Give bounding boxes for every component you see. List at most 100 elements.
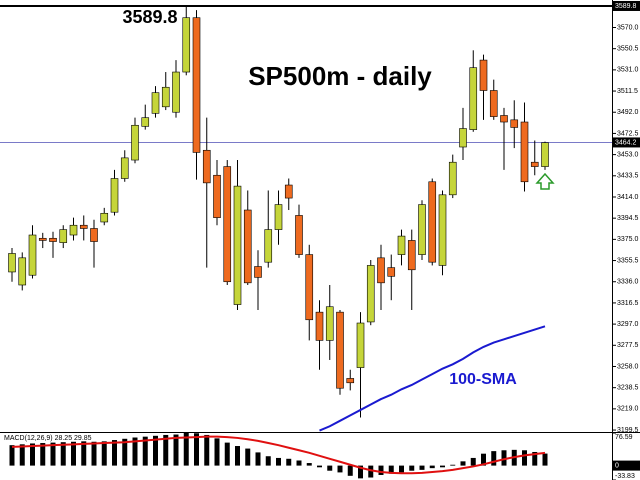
arrow-icon xyxy=(535,172,555,190)
histogram-bar xyxy=(276,457,281,466)
histogram-bar xyxy=(286,458,292,466)
histogram-bar xyxy=(522,450,527,466)
histogram-bar xyxy=(163,434,169,466)
histogram-bar xyxy=(183,432,189,466)
y-tick-label: 3316.5 xyxy=(617,300,639,307)
histogram-bar xyxy=(204,434,210,466)
candle-body xyxy=(151,92,160,114)
histogram-bar xyxy=(347,465,353,476)
histogram-bar xyxy=(399,465,404,473)
candle-body xyxy=(336,311,344,389)
y-tick-label: 3453.0 xyxy=(617,151,639,158)
y-tick-label: 3219.0 xyxy=(617,406,639,413)
histogram-bar xyxy=(30,443,35,466)
histogram-bar xyxy=(60,442,66,466)
candle-body xyxy=(418,204,426,255)
histogram-bar xyxy=(153,435,158,466)
candle-body xyxy=(254,266,262,278)
candle-body xyxy=(38,237,47,241)
candle-body xyxy=(79,224,88,229)
histogram-bar xyxy=(255,452,261,466)
last-price-label: 3464.2 xyxy=(615,139,637,146)
histogram-bar xyxy=(71,441,76,466)
y-tick-label: 3375.0 xyxy=(617,236,639,243)
candle-body xyxy=(530,161,539,167)
histogram-bar xyxy=(481,453,486,466)
candle-body xyxy=(448,161,457,196)
histogram-bar xyxy=(214,438,220,466)
candle-body xyxy=(192,17,201,153)
histogram-bar xyxy=(142,436,148,466)
candle-body xyxy=(8,253,16,273)
y-tick-label: 3589.8 xyxy=(615,3,637,10)
y-tick-label: 3238.5 xyxy=(617,385,639,392)
histogram-bar xyxy=(440,465,445,468)
y-tick-label: 3355.5 xyxy=(617,257,639,264)
y-tick-label: 3492.0 xyxy=(617,109,639,116)
histogram-bar xyxy=(91,441,97,466)
y-tick-label: 3472.5 xyxy=(617,130,639,137)
candle-body xyxy=(520,121,529,183)
candle-body xyxy=(274,204,283,230)
histogram-bar xyxy=(327,465,333,471)
histogram-bar xyxy=(235,446,240,466)
candle-body xyxy=(489,90,498,117)
histogram-bar xyxy=(501,450,507,466)
histogram-bar xyxy=(470,457,476,466)
candle-body xyxy=(438,194,447,266)
y-tick-label: 3511.5 xyxy=(617,88,638,95)
candle-body xyxy=(182,17,191,73)
y-tick-label: -33.83 xyxy=(615,473,635,480)
signal-line xyxy=(11,435,546,475)
candle-body xyxy=(397,235,406,255)
candle-body xyxy=(59,229,68,243)
candle-body xyxy=(18,257,27,286)
histogram-bar xyxy=(409,465,415,471)
y-tick-label: 3433.5 xyxy=(617,173,639,180)
candle-body xyxy=(28,234,37,276)
candle-body xyxy=(295,215,303,255)
y-tick-label: 3258.0 xyxy=(617,363,639,370)
histogram-bar xyxy=(460,461,466,466)
candle-body xyxy=(315,311,324,341)
candle-body xyxy=(264,229,273,263)
histogram-bar xyxy=(122,438,128,466)
candle-body xyxy=(243,209,252,284)
histogram-bar xyxy=(224,442,230,466)
histogram-bar xyxy=(50,442,56,466)
histogram-bar xyxy=(368,465,374,478)
chart-title: SP500m - daily xyxy=(248,61,432,91)
candle-body xyxy=(100,212,109,223)
candle-body xyxy=(377,257,385,284)
histogram-bar xyxy=(532,451,538,466)
candle-body xyxy=(141,117,150,127)
candle-body xyxy=(223,166,232,283)
candle-body xyxy=(346,378,355,384)
candle-body xyxy=(305,254,314,321)
candle-body xyxy=(479,59,488,91)
histogram-bar xyxy=(40,443,46,466)
histogram-bar xyxy=(19,444,25,466)
histogram-bar xyxy=(81,441,87,466)
candle-body xyxy=(387,267,396,277)
histogram-bar xyxy=(419,465,425,470)
histogram-bar xyxy=(491,451,497,466)
y-tick-label: 3570.0 xyxy=(617,24,639,31)
series-label: 100-SMA xyxy=(449,371,517,388)
histogram-bar xyxy=(429,465,435,469)
candle-body xyxy=(284,184,293,199)
histogram-bar xyxy=(358,465,363,479)
candle-body xyxy=(49,237,57,242)
y-tick-label: 3297.0 xyxy=(617,321,639,328)
histogram-bar xyxy=(337,465,343,473)
candle-body xyxy=(233,185,242,305)
candle-body xyxy=(541,142,549,167)
candle-body xyxy=(459,128,467,148)
candle-body xyxy=(356,322,365,368)
sma-line xyxy=(319,325,546,432)
y-tick-label: 3414.0 xyxy=(617,194,639,201)
candle-body xyxy=(213,174,221,218)
histogram-bar xyxy=(388,465,394,474)
